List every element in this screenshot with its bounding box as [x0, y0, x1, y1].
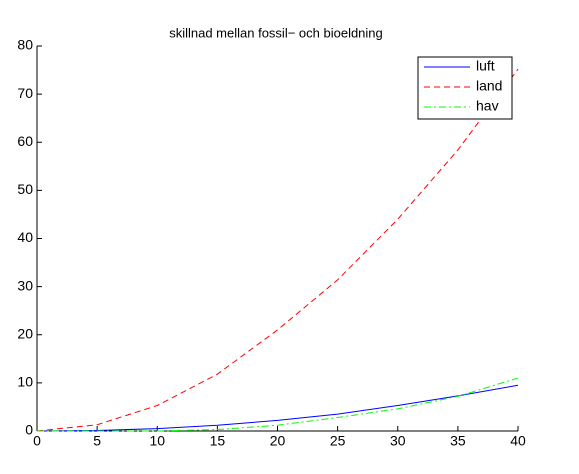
y-tick-label: 0	[25, 422, 33, 438]
x-tick-label: 35	[450, 433, 466, 449]
x-tick-label: 30	[390, 433, 406, 449]
x-tick-label: 25	[330, 433, 346, 449]
legend-label: hav	[476, 98, 499, 114]
x-tick-label: 15	[210, 433, 226, 449]
legend-label: luft	[476, 58, 495, 74]
y-tick-label: 20	[17, 325, 33, 341]
y-tick-label: 70	[17, 85, 33, 101]
y-tick-label: 30	[17, 277, 33, 293]
line-series	[36, 68, 519, 432]
line-series	[37, 377, 519, 432]
x-tick-label: 0	[33, 433, 41, 449]
line-series	[36, 384, 519, 432]
legend: luft land hav	[417, 56, 513, 120]
x-tick-label: 5	[93, 433, 101, 449]
y-tick-label: 40	[17, 229, 33, 245]
y-tick-label: 60	[17, 133, 33, 149]
x-tick-label: 20	[270, 433, 286, 449]
y-tick-label: 80	[17, 37, 33, 53]
legend-label: land	[476, 78, 502, 94]
x-tick-label: 10	[149, 433, 165, 449]
y-tick-label: 10	[17, 374, 33, 390]
x-tick-label: 40	[510, 433, 526, 449]
chart-title: skillnad mellan fossil− och bioeldning	[169, 25, 383, 40]
y-tick-label: 50	[17, 181, 33, 197]
